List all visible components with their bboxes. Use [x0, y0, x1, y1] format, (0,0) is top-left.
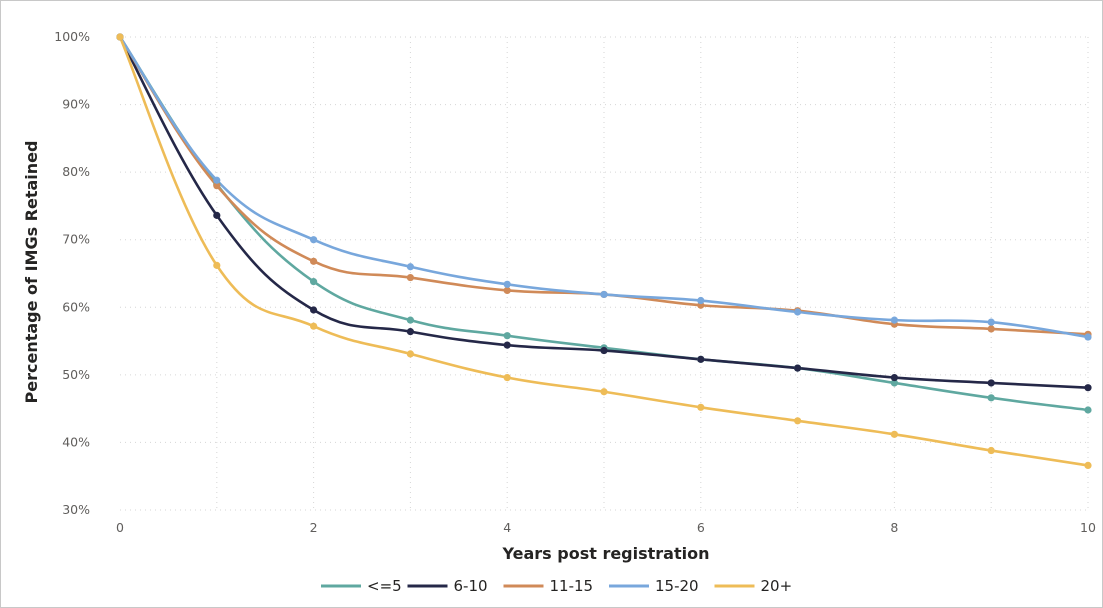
data-point-15-20 [213, 176, 221, 184]
legend-item-5: <=5 [321, 577, 402, 595]
data-point-20 [890, 430, 899, 438]
series-line-5 [118, 35, 1090, 412]
legend-item-15-20: 15-20 [609, 577, 699, 595]
data-point-6-10 [1084, 384, 1092, 392]
y-tick-label: 80% [62, 164, 90, 179]
data-point-11-15 [310, 257, 318, 265]
x-tick-label: 4 [503, 520, 511, 535]
data-point-6-10 [697, 355, 705, 363]
y-axis-ticks: 30% 40% 50% 60% 70% 80% 90% 100% [54, 29, 90, 517]
data-point-20 [213, 261, 221, 269]
data-point-20 [1084, 461, 1092, 470]
x-tick-label: 6 [697, 520, 705, 535]
x-tick-label: 10 [1080, 520, 1096, 535]
data-point-6-10 [600, 346, 608, 355]
y-tick-label: 50% [62, 367, 90, 382]
data-point-20 [116, 33, 124, 41]
data-point-6-10 [213, 211, 221, 219]
y-axis-title: Percentage of IMGs Retained [22, 141, 41, 404]
x-axis-title: Years post registration [502, 544, 710, 563]
x-tick-label: 0 [116, 520, 124, 535]
y-tick-label: 30% [62, 502, 90, 517]
data-point-11-15 [503, 286, 511, 294]
legend-label: 11-15 [550, 577, 594, 595]
y-tick-label: 40% [62, 434, 90, 449]
y-tick-label: 60% [62, 299, 90, 314]
data-point-20 [503, 373, 511, 382]
data-point-5 [310, 278, 318, 286]
legend-item-20: 20+ [714, 577, 793, 595]
series-line-15-20 [118, 35, 1090, 339]
data-point-11-15 [213, 182, 221, 190]
data-point-6-10 [794, 364, 802, 372]
data-point-6-10 [503, 341, 511, 349]
data-point-15-20 [794, 308, 802, 316]
x-tick-label: 8 [890, 520, 898, 535]
data-point-20 [406, 350, 414, 358]
series-lines [118, 35, 1090, 467]
data-point-15-20 [503, 280, 511, 288]
data-point-20 [600, 388, 608, 396]
data-point-20 [697, 403, 705, 411]
legend-item-6-10: 6-10 [407, 577, 488, 595]
series-line-6-10 [118, 35, 1090, 389]
data-point-6-10 [987, 379, 995, 387]
legend-label: 6-10 [454, 577, 488, 595]
x-tick-label: 2 [310, 520, 318, 535]
y-tick-label: 90% [62, 97, 90, 112]
data-point-15-20 [697, 296, 705, 305]
series-line-11-15 [118, 35, 1090, 336]
data-point-6-10 [890, 373, 899, 382]
data-point-5 [890, 379, 899, 387]
data-point-5 [503, 332, 511, 340]
legend-item-11-15: 11-15 [503, 577, 594, 595]
series-line-20 [118, 35, 1090, 467]
series-points [116, 33, 1092, 470]
data-point-5 [987, 394, 995, 402]
data-point-15-20 [890, 316, 899, 324]
data-point-15-20 [310, 236, 318, 244]
legend-label: 20+ [761, 577, 793, 595]
data-point-5 [406, 316, 414, 324]
legend: <=5 6-10 11-15 15-20 20+ [321, 577, 792, 595]
data-point-6-10 [406, 328, 414, 336]
data-point-15-20 [1084, 333, 1092, 341]
data-point-11-15 [406, 273, 414, 282]
data-point-11-15 [987, 325, 995, 333]
data-point-20 [987, 446, 995, 455]
x-axis-ticks: 0 2 4 6 8 10 [116, 520, 1096, 535]
data-point-15-20 [406, 263, 414, 271]
data-point-5 [1084, 406, 1092, 414]
data-point-6-10 [310, 306, 318, 314]
y-tick-label: 100% [54, 29, 90, 44]
legend-label: <=5 [367, 577, 402, 595]
data-point-20 [310, 322, 318, 330]
data-point-15-20 [987, 318, 995, 326]
legend-label: 15-20 [655, 577, 699, 595]
data-point-20 [794, 417, 802, 425]
y-tick-label: 70% [62, 232, 90, 247]
data-point-15-20 [600, 290, 608, 299]
